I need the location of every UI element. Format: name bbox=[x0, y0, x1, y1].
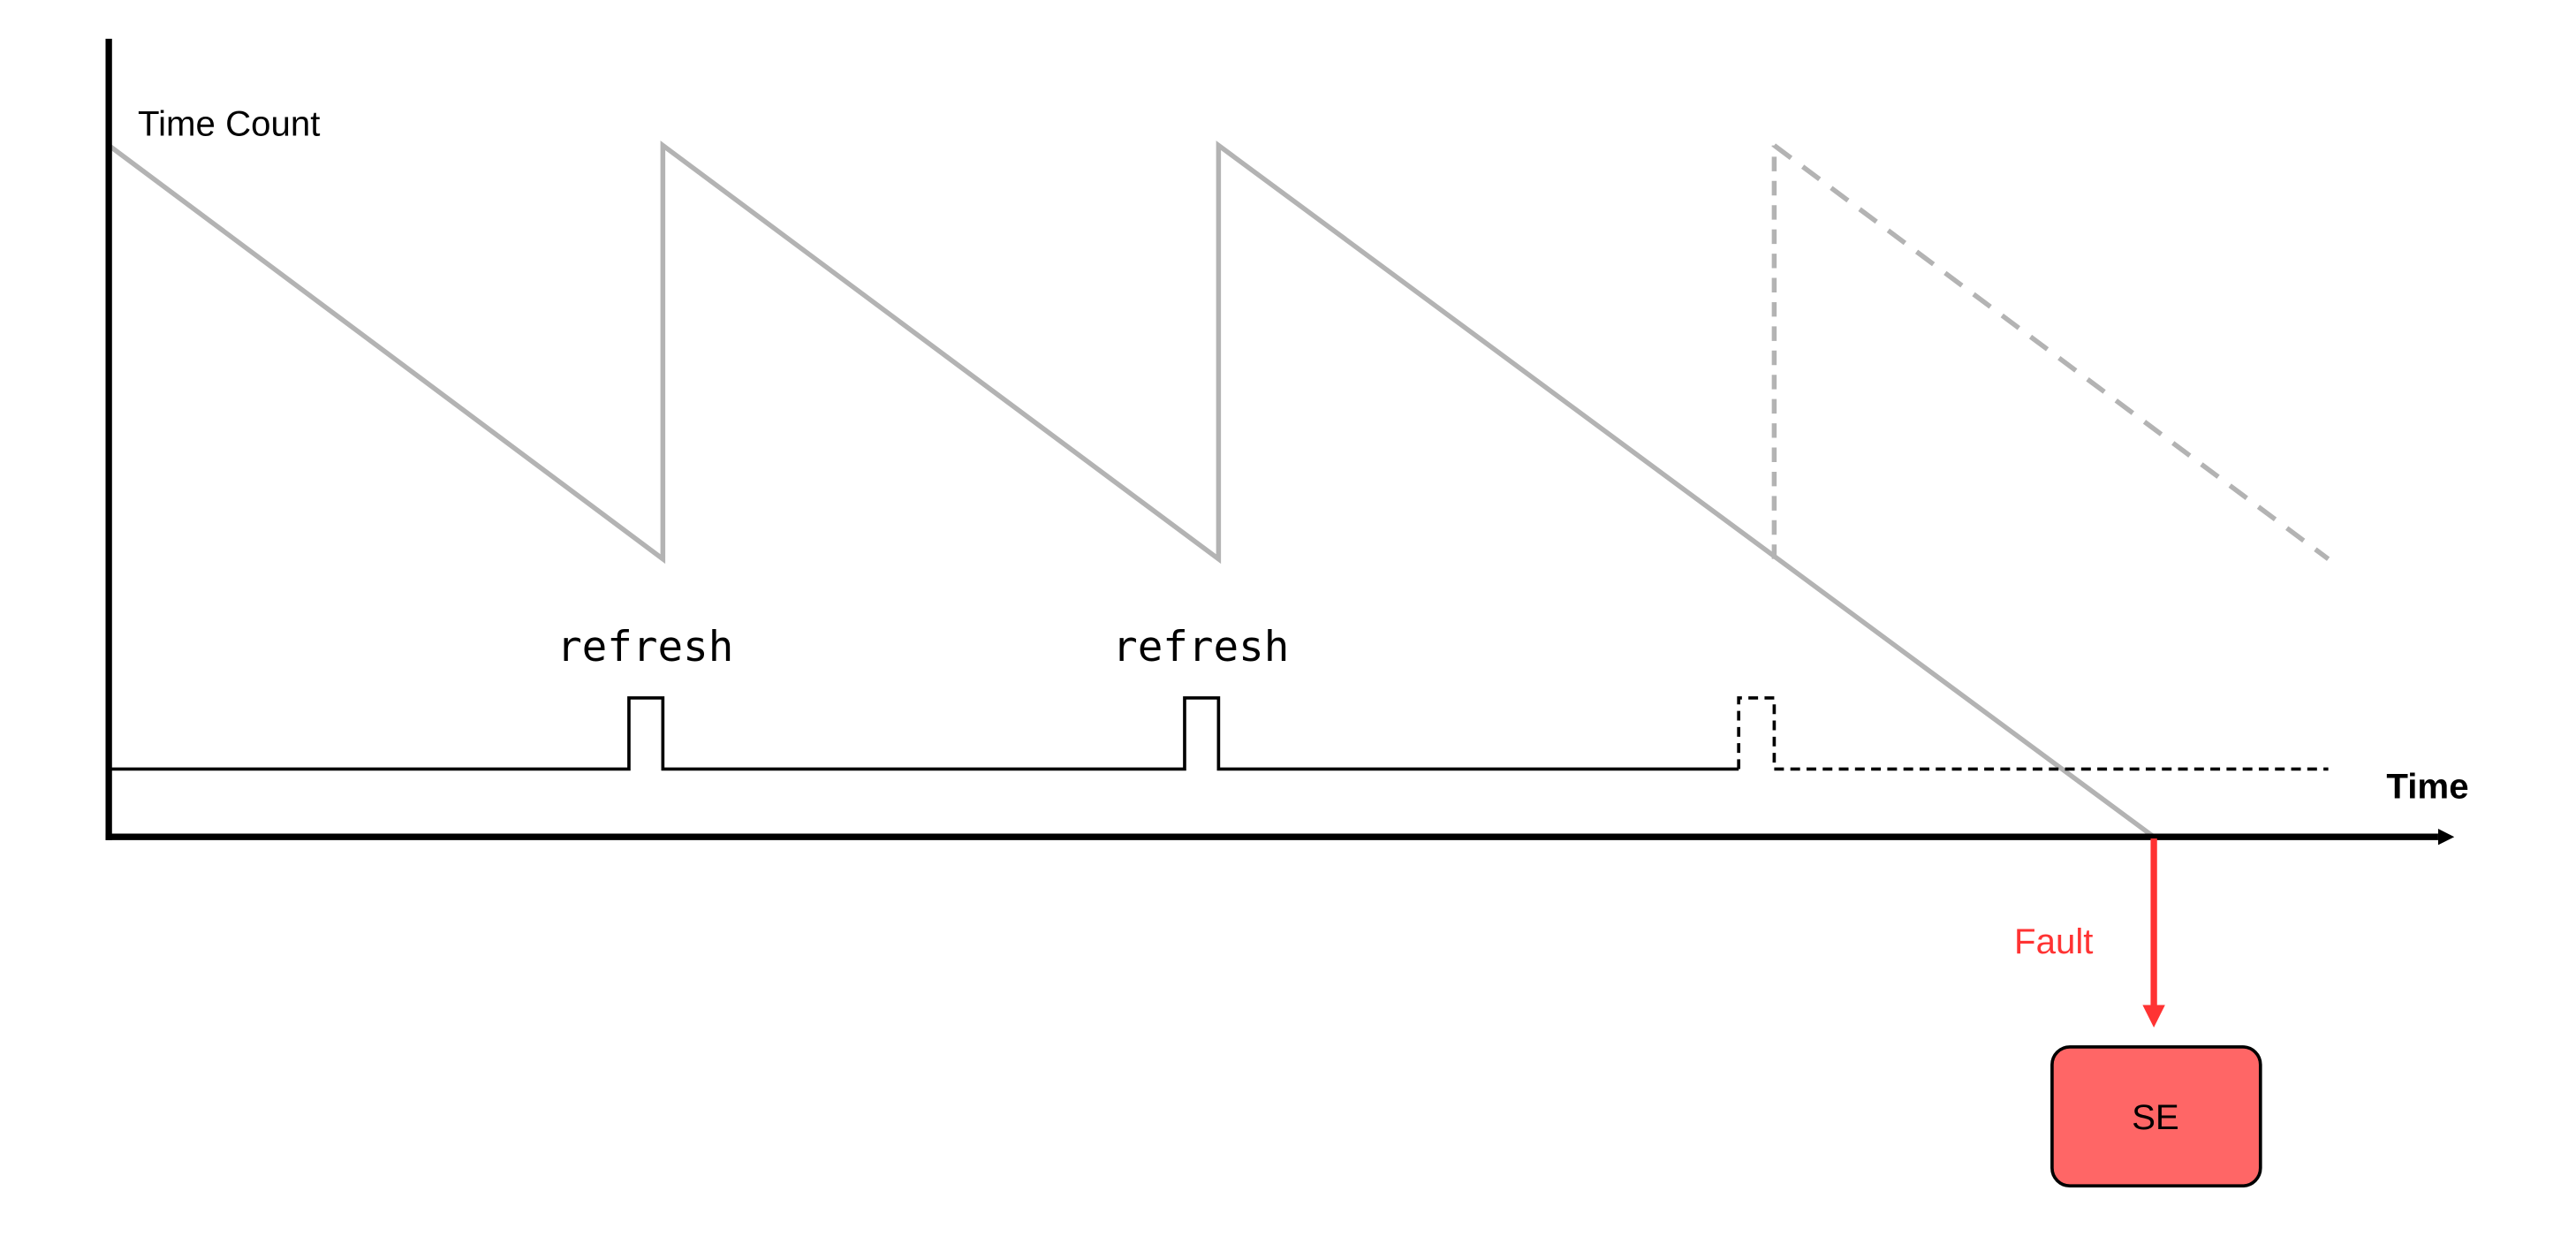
refresh-pulse-train bbox=[109, 696, 2329, 771]
refresh-label-2: refresh bbox=[1112, 623, 1289, 671]
state-box: SE bbox=[2050, 1045, 2262, 1187]
counter-line-solid bbox=[107, 140, 2156, 839]
counter-expected-ramp-dashed bbox=[1772, 143, 2330, 561]
pulse-line-solid bbox=[109, 696, 1739, 771]
fault-label: Fault bbox=[2014, 922, 2093, 961]
axes bbox=[105, 38, 2455, 846]
state-box-shape bbox=[2050, 1045, 2262, 1187]
y-axis-label: Time Count bbox=[138, 104, 320, 144]
x-axis-label: Time bbox=[2386, 766, 2468, 806]
refresh-label-1: refresh bbox=[557, 623, 733, 671]
pulse-line-dashed bbox=[1737, 696, 2329, 771]
state-box-label: SE bbox=[2132, 1097, 2179, 1137]
counter-sawtooth bbox=[107, 140, 2330, 839]
